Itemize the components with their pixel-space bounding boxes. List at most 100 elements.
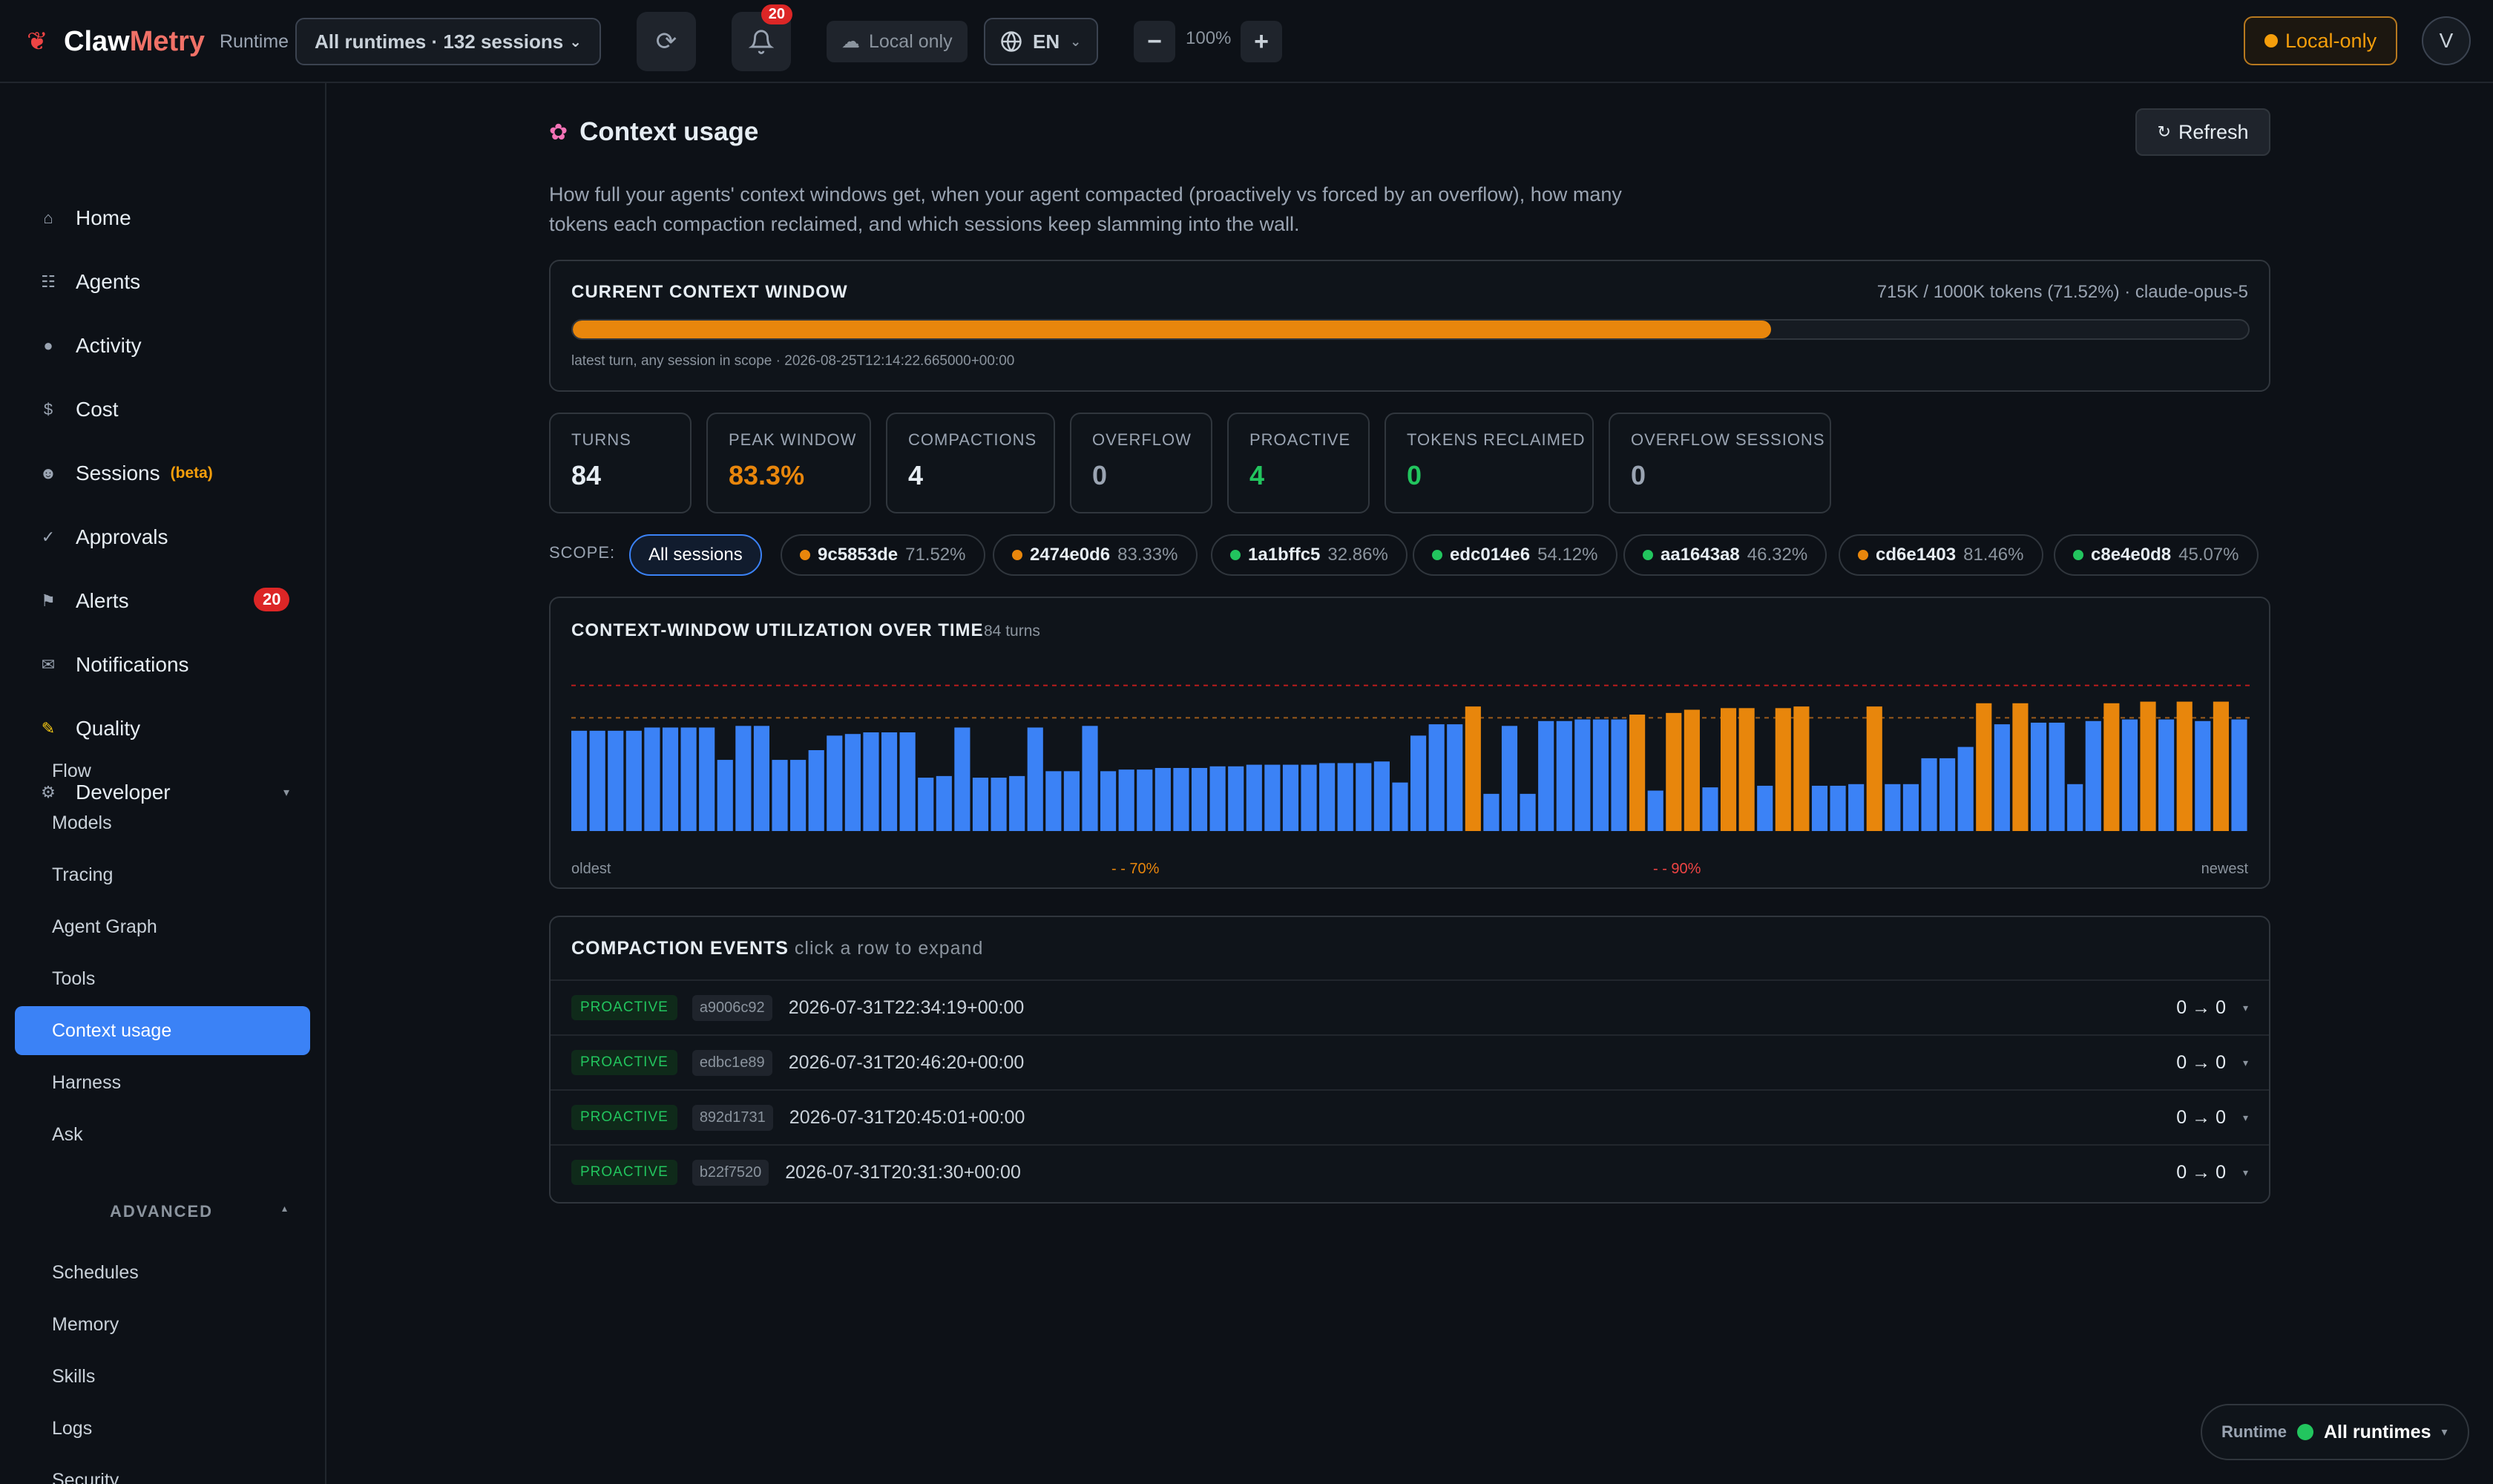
- chart-bar[interactable]: [1319, 763, 1336, 831]
- chart-bar[interactable]: [2231, 719, 2247, 831]
- runtime-floating-selector[interactable]: Runtime All runtimes ▾: [2201, 1404, 2469, 1460]
- chart-bar[interactable]: [1137, 769, 1153, 831]
- chart-bar[interactable]: [1811, 785, 1828, 831]
- chart-bar[interactable]: [936, 775, 952, 831]
- chart-bar[interactable]: [1939, 758, 1956, 831]
- chart-bar[interactable]: [699, 727, 715, 831]
- chart-bar[interactable]: [2085, 720, 2101, 831]
- compaction-event-row[interactable]: PROACTIVE edbc1e89 2026-07-31T20:46:20+00:…: [551, 1034, 2269, 1089]
- sidebar-item-alerts[interactable]: ⚑ Alerts: [37, 580, 128, 622]
- chart-bar[interactable]: [1009, 775, 1025, 831]
- chart-bar[interactable]: [1775, 708, 1791, 831]
- chart-bar[interactable]: [1392, 782, 1408, 831]
- chart-bar[interactable]: [735, 726, 752, 831]
- reload-button[interactable]: ⟳: [637, 12, 696, 71]
- chart-bar[interactable]: [1063, 771, 1080, 831]
- chart-bar[interactable]: [753, 726, 770, 831]
- sidebar-sub-context-usage[interactable]: Context usage: [15, 1006, 310, 1055]
- chart-bar[interactable]: [1957, 746, 1974, 831]
- sidebar-item-developer[interactable]: ⚙ Developer ▾: [37, 772, 289, 813]
- compaction-event-row[interactable]: PROACTIVE 892d1731 2026-07-31T20:45:01+00:…: [551, 1089, 2269, 1144]
- chart-bar[interactable]: [1447, 724, 1463, 831]
- chart-bar[interactable]: [1902, 784, 1919, 831]
- chart-bar[interactable]: [827, 735, 843, 831]
- chart-bar[interactable]: [772, 760, 788, 831]
- sidebar-sub-logs[interactable]: Logs: [52, 1417, 93, 1439]
- chart-bar[interactable]: [881, 732, 898, 831]
- chart-bar[interactable]: [2121, 719, 2138, 831]
- zoom-out-button[interactable]: −: [1134, 21, 1175, 62]
- sidebar-item-home[interactable]: ⌂ Home: [37, 197, 131, 239]
- chart-bar[interactable]: [1848, 784, 1865, 831]
- scope-chip-session[interactable]: cd6e1403 81.46%: [1839, 534, 2043, 576]
- chart-bar[interactable]: [680, 727, 697, 831]
- chart-bar[interactable]: [717, 760, 733, 831]
- notifications-bell-button[interactable]: 20: [732, 4, 792, 71]
- sidebar-item-approvals[interactable]: ✓ Approvals: [37, 516, 168, 558]
- chart-bar[interactable]: [2158, 719, 2175, 831]
- scope-chip-session[interactable]: 9c5853de 71.52%: [781, 534, 985, 576]
- chart-bar[interactable]: [1465, 706, 1481, 831]
- chart-bar[interactable]: [918, 778, 934, 831]
- chart-bar[interactable]: [2140, 701, 2156, 831]
- sidebar-item-cost[interactable]: $ Cost: [37, 389, 119, 430]
- sidebar-sub-skills[interactable]: Skills: [52, 1365, 96, 1387]
- chart-bar[interactable]: [1428, 724, 1445, 831]
- chart-bar[interactable]: [991, 778, 1007, 831]
- chart-bar[interactable]: [1373, 761, 1390, 831]
- chart-bar[interactable]: [2103, 703, 2120, 831]
- language-select[interactable]: EN ⌄: [984, 18, 1098, 65]
- chart-bar[interactable]: [1757, 785, 1773, 831]
- chart-bar[interactable]: [1921, 758, 1937, 831]
- chart-bar[interactable]: [1611, 719, 1627, 831]
- scope-chip-session[interactable]: c8e4e0d8 45.07%: [2054, 534, 2259, 576]
- zoom-in-button[interactable]: +: [1241, 21, 1282, 62]
- chart-bar[interactable]: [608, 730, 624, 831]
- sidebar-sub-schedules[interactable]: Schedules: [52, 1261, 139, 1283]
- chart-bar[interactable]: [1738, 708, 1755, 831]
- chart-bar[interactable]: [972, 778, 989, 831]
- chart-bar[interactable]: [1154, 767, 1171, 831]
- chart-bar[interactable]: [1027, 727, 1043, 831]
- chart-bar[interactable]: [1885, 784, 1901, 831]
- chart-bar[interactable]: [1246, 764, 1262, 831]
- chart-bar[interactable]: [589, 730, 605, 831]
- chart-bar[interactable]: [2067, 784, 2083, 831]
- sidebar-item-activity[interactable]: ● Activity: [37, 325, 141, 367]
- chart-bar[interactable]: [2213, 701, 2229, 831]
- chart-bar[interactable]: [1209, 766, 1226, 831]
- chart-bar[interactable]: [1501, 726, 1518, 831]
- chart-bar[interactable]: [1976, 703, 1992, 831]
- sidebar-item-quality[interactable]: ✎ Quality: [37, 708, 140, 749]
- sidebar-item-agents[interactable]: ☷ Agents: [37, 261, 140, 303]
- chart-bar[interactable]: [1574, 719, 1591, 831]
- scope-chip-session[interactable]: 1a1bffc5 32.86%: [1211, 534, 1408, 576]
- chart-bar[interactable]: [644, 727, 660, 831]
- chart-bar[interactable]: [844, 734, 861, 831]
- chart-bar[interactable]: [1666, 712, 1682, 831]
- chart-bar[interactable]: [1282, 764, 1299, 831]
- chart-bar[interactable]: [1173, 767, 1189, 831]
- chart-bar[interactable]: [899, 732, 916, 831]
- local-only-toggle[interactable]: ☁ Local only: [827, 21, 968, 62]
- sidebar-sub-memory[interactable]: Memory: [52, 1313, 119, 1335]
- chart-bar[interactable]: [1337, 763, 1353, 831]
- scope-chip-session[interactable]: 2474e0d6 83.33%: [993, 534, 1198, 576]
- sidebar-sub-flow[interactable]: Flow: [52, 760, 91, 781]
- chart-bar[interactable]: [1592, 719, 1609, 831]
- chart-bar[interactable]: [1556, 720, 1572, 831]
- refresh-button[interactable]: ↻ Refresh: [2135, 108, 2270, 156]
- chart-bar[interactable]: [1830, 785, 1846, 831]
- chart-bar[interactable]: [1483, 793, 1500, 831]
- caret-up-icon[interactable]: ▴: [282, 1202, 288, 1214]
- chart-bar[interactable]: [2176, 701, 2193, 831]
- chart-bar[interactable]: [1045, 771, 1062, 831]
- chart-bar[interactable]: [2195, 720, 2211, 831]
- chart-bar[interactable]: [2012, 703, 2029, 831]
- scope-chip-session[interactable]: edc014e6 54.12%: [1413, 534, 1617, 576]
- chart-bar[interactable]: [1702, 787, 1718, 831]
- local-only-badge[interactable]: Local-only: [2244, 16, 2398, 65]
- sidebar-sub-tools[interactable]: Tools: [52, 968, 96, 989]
- sidebar-sub-harness[interactable]: Harness: [52, 1071, 122, 1093]
- runtime-select[interactable]: All runtimes · 132 sessions ⌄: [295, 18, 601, 65]
